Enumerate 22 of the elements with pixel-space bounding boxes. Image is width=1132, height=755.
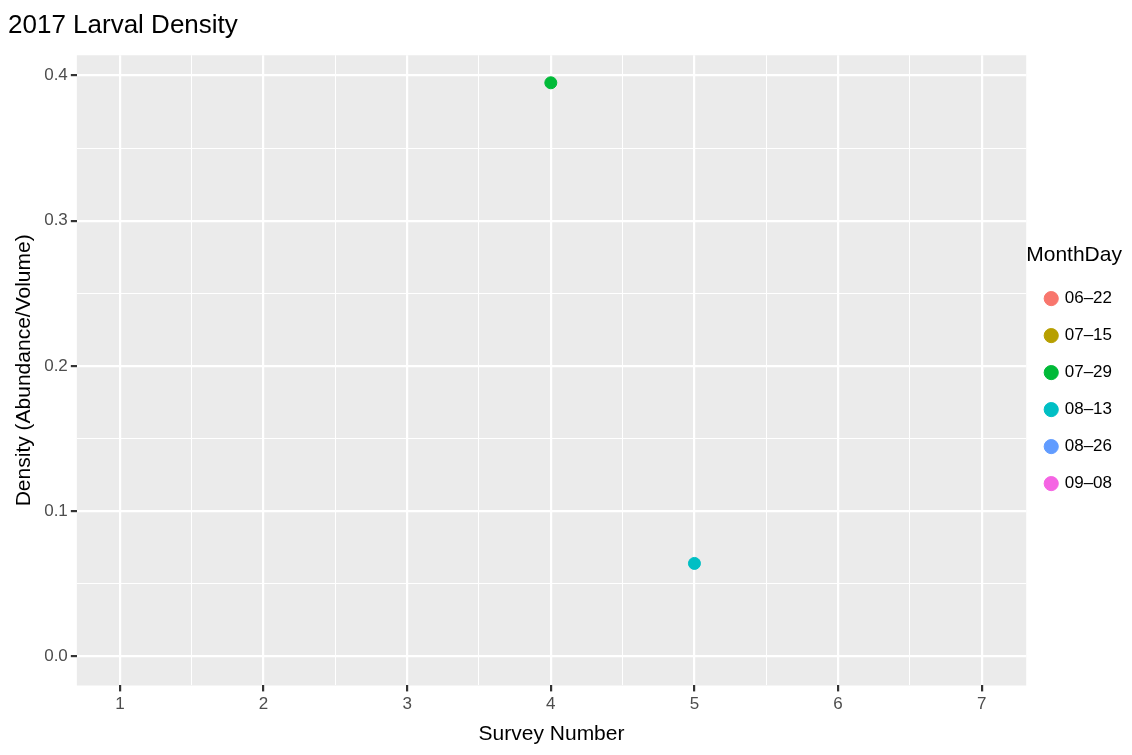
x-tick-label: 4: [546, 694, 556, 714]
x-tick-label: 5: [689, 694, 700, 714]
y-tick-label: 0.4: [44, 65, 68, 85]
legend-label: 09–08: [1064, 473, 1113, 493]
x-axis-title: Survey Number: [478, 721, 625, 745]
y-tick-label: 0.2: [44, 355, 68, 375]
y-axis-title: Density (Abundance/Volume): [11, 234, 35, 507]
x-tick-label: 6: [833, 694, 843, 714]
chart-title: 2017 Larval Density: [8, 8, 238, 39]
legend-label: 07–15: [1064, 325, 1113, 345]
text: 0.0: [44, 646, 68, 666]
legend-label: 08–13: [1064, 399, 1113, 419]
legend-title: MonthDay: [1026, 242, 1123, 266]
x-tick-label: 2: [258, 694, 269, 714]
legend-label: 07–29: [1064, 362, 1113, 382]
y-tick-label: 0.3: [44, 210, 68, 230]
y-tick-label: 0.1: [44, 500, 68, 520]
legend-label: 06–22: [1064, 288, 1113, 308]
x-tick-label: 3: [402, 694, 412, 714]
x-tick-label: 7: [976, 694, 987, 714]
legend-label: 08–26: [1064, 436, 1113, 456]
x-tick-label: 1: [115, 694, 125, 714]
